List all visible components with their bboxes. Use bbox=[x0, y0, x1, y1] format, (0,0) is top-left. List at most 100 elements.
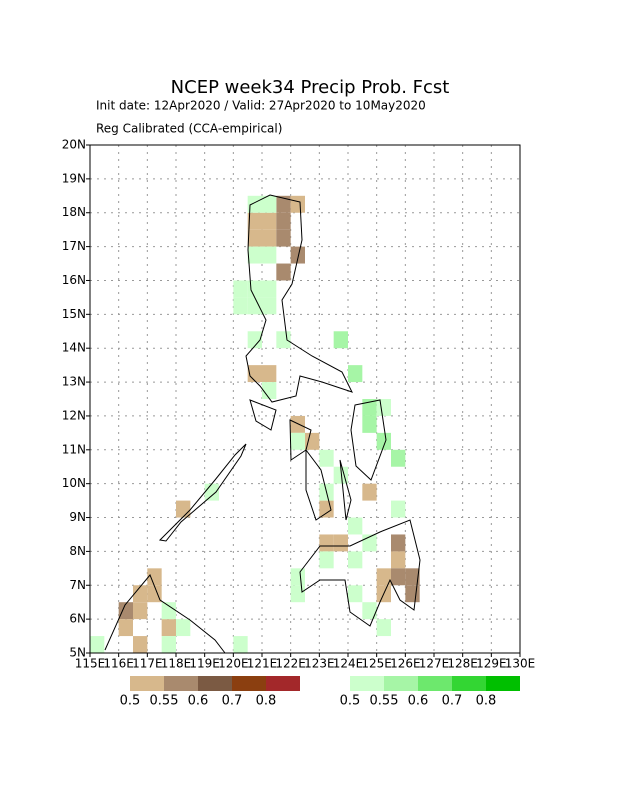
legend-swatch bbox=[130, 676, 164, 691]
grid-cell bbox=[391, 534, 406, 552]
x-tick-label: 128E bbox=[447, 657, 478, 671]
chart-title: NCEP week34 Precip Prob. Fcst bbox=[171, 77, 450, 98]
legend-label: 0.8 bbox=[476, 694, 497, 709]
grid-cell bbox=[247, 229, 262, 247]
grid-cell bbox=[90, 636, 105, 653]
plot-frame bbox=[89, 144, 521, 654]
x-tick-label: 120E bbox=[218, 657, 249, 671]
legend-label: 0.5 bbox=[120, 694, 141, 709]
legend-swatch bbox=[350, 676, 384, 691]
grid-cell bbox=[348, 517, 363, 535]
legend-swatch bbox=[418, 676, 452, 691]
grid-cell bbox=[118, 619, 133, 637]
grid-cell bbox=[333, 331, 348, 349]
grid-cell bbox=[233, 636, 248, 653]
x-tick-label: 119E bbox=[189, 657, 220, 671]
grid-cell bbox=[247, 246, 262, 264]
grid-cell bbox=[247, 280, 262, 298]
legend-swatch bbox=[452, 676, 486, 691]
y-tick-label: 11N bbox=[62, 442, 86, 456]
legend-label: 0.6 bbox=[408, 694, 429, 709]
grid-cell bbox=[276, 212, 291, 230]
x-tick-label: 129E bbox=[476, 657, 507, 671]
grid-cell bbox=[376, 399, 391, 416]
legend-swatch bbox=[486, 676, 520, 691]
y-tick-label: 8N bbox=[69, 544, 86, 558]
y-tick-label: 20N bbox=[62, 138, 86, 152]
y-tick-label: 14N bbox=[62, 341, 86, 355]
grid-cell bbox=[133, 602, 148, 620]
x-tick-label: 127E bbox=[419, 657, 450, 671]
grid-cell bbox=[176, 500, 191, 518]
cells bbox=[90, 195, 420, 653]
grid-cell bbox=[376, 568, 391, 586]
y-tick-label: 12N bbox=[62, 408, 86, 422]
legend-label: 0.55 bbox=[150, 694, 179, 709]
grid-cell bbox=[376, 619, 391, 637]
x-tick-label: 121E bbox=[247, 657, 278, 671]
grid-cell bbox=[204, 483, 219, 501]
x-tick-label: 118E bbox=[161, 657, 192, 671]
legend-label: 0.7 bbox=[222, 694, 243, 709]
grid-cell bbox=[262, 195, 277, 213]
grid-cell bbox=[305, 432, 320, 450]
legend-label: 0.5 bbox=[340, 694, 361, 709]
legend-label: 0.6 bbox=[188, 694, 209, 709]
y-tick-label: 5N bbox=[69, 646, 86, 660]
legend-label: 0.55 bbox=[370, 694, 399, 709]
grid-cell bbox=[319, 551, 334, 569]
grid-cell bbox=[376, 432, 391, 450]
grid-cell bbox=[118, 602, 133, 620]
subtitle: Reg Calibrated (CCA-empirical) bbox=[96, 122, 282, 136]
grid-cell bbox=[348, 585, 363, 603]
grid-cell bbox=[276, 229, 291, 247]
grid-cell bbox=[133, 636, 148, 653]
grid-cell bbox=[276, 331, 291, 349]
grid-cell bbox=[290, 432, 305, 450]
legend-swatch bbox=[384, 676, 418, 691]
grid-cell bbox=[319, 449, 334, 467]
y-tick-label: 6N bbox=[69, 612, 86, 626]
grid-cell bbox=[290, 246, 305, 264]
legend-label: 0.8 bbox=[256, 694, 277, 709]
y-tick-label: 18N bbox=[62, 205, 86, 219]
grid-cell bbox=[262, 365, 277, 383]
grid-cell bbox=[233, 280, 248, 298]
grid-cell bbox=[161, 602, 176, 620]
grid-cell bbox=[391, 449, 406, 467]
grid-cell bbox=[290, 585, 305, 603]
x-tick-label: 116E bbox=[103, 657, 134, 671]
grid-cell bbox=[333, 534, 348, 552]
grid-cell bbox=[319, 500, 334, 518]
x-tick-label: 123E bbox=[304, 657, 335, 671]
grid-cell bbox=[262, 280, 277, 298]
grid-cell bbox=[247, 297, 262, 315]
grid-cell bbox=[147, 568, 162, 586]
y-tick-label: 9N bbox=[69, 510, 86, 524]
grid-cell bbox=[233, 297, 248, 315]
grid-cell bbox=[262, 212, 277, 230]
grid-cell bbox=[319, 534, 334, 552]
x-tick-label: 125E bbox=[361, 657, 392, 671]
grid-cell bbox=[405, 568, 420, 586]
grid-cell bbox=[247, 331, 262, 349]
grid-cell bbox=[391, 551, 406, 569]
grid-cell bbox=[290, 568, 305, 586]
legend-swatch bbox=[164, 676, 198, 691]
y-tick-label: 10N bbox=[62, 476, 86, 490]
grid-cell bbox=[391, 500, 406, 518]
subtitle: Init date: 12Apr2020 / Valid: 27Apr2020 … bbox=[96, 99, 426, 113]
x-tick-label: 124E bbox=[333, 657, 364, 671]
grid-cell bbox=[348, 365, 363, 383]
y-tick-label: 19N bbox=[62, 171, 86, 185]
grid-cell bbox=[362, 483, 377, 501]
grid-cell bbox=[391, 568, 406, 586]
grid-cell bbox=[290, 415, 305, 433]
grid-cell bbox=[333, 466, 348, 484]
grid-cell bbox=[405, 585, 420, 603]
grid-cell bbox=[133, 585, 148, 603]
x-tick-label: 115E bbox=[75, 657, 106, 671]
grid-cell bbox=[176, 619, 191, 637]
coastline bbox=[104, 194, 421, 654]
grid-cell bbox=[147, 585, 162, 603]
